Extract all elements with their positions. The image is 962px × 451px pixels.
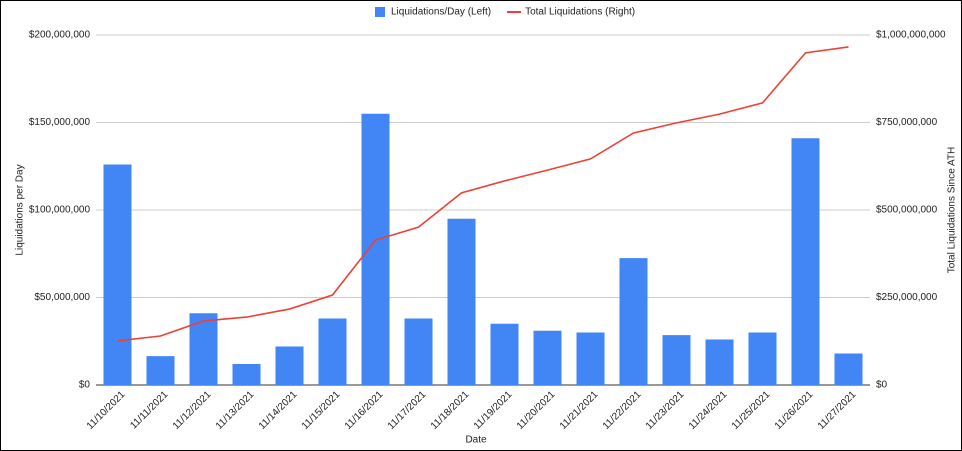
- legend-swatch: [375, 7, 385, 17]
- bar: [318, 318, 347, 385]
- y-tick-label: $100,000,000: [29, 205, 91, 216]
- y-tick-label: $0: [79, 380, 91, 391]
- y2-axis-title: Total Liquidations Since ATH: [947, 147, 958, 274]
- legend-label: Total Liquidations (Right): [525, 7, 635, 18]
- y-axis-title: Liquidations per Day: [15, 164, 26, 255]
- bar: [404, 318, 433, 385]
- y2-tick-label: $500,000,000: [876, 205, 938, 216]
- bar: [232, 364, 261, 385]
- bar: [275, 346, 304, 385]
- bar: [533, 330, 562, 385]
- bar: [146, 356, 175, 385]
- y2-tick-label: $250,000,000: [876, 292, 938, 303]
- bar: [576, 332, 605, 385]
- y2-tick-label: $750,000,000: [876, 117, 938, 128]
- bar: [662, 335, 691, 385]
- y-tick-label: $50,000,000: [34, 292, 90, 303]
- bar: [490, 323, 519, 385]
- bar: [361, 113, 390, 385]
- bar: [619, 258, 648, 385]
- bar: [791, 138, 820, 385]
- bar: [447, 218, 476, 385]
- legend-label: Liquidations/Day (Left): [391, 7, 491, 18]
- y2-tick-label: $1,000,000,000: [876, 30, 946, 41]
- y-tick-label: $150,000,000: [29, 117, 91, 128]
- bar: [748, 332, 777, 385]
- line: [117, 46, 849, 342]
- bar: [705, 339, 734, 385]
- bar: [189, 313, 218, 385]
- y-tick-label: $200,000,000: [29, 30, 91, 41]
- x-axis-title: Date: [465, 435, 487, 446]
- bar: [834, 353, 863, 385]
- y2-tick-label: $0: [876, 380, 888, 391]
- bar: [103, 164, 132, 385]
